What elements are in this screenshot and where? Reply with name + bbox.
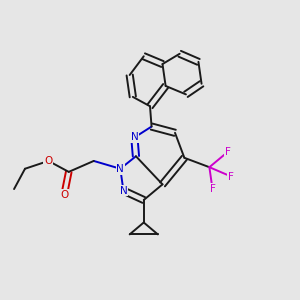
- Text: N: N: [130, 133, 138, 142]
- Text: F: F: [210, 184, 215, 194]
- Text: F: F: [228, 172, 234, 182]
- Text: O: O: [60, 190, 68, 200]
- Text: N: N: [116, 164, 124, 174]
- Text: O: O: [44, 156, 52, 166]
- Text: F: F: [225, 147, 231, 157]
- Text: N: N: [120, 186, 127, 196]
